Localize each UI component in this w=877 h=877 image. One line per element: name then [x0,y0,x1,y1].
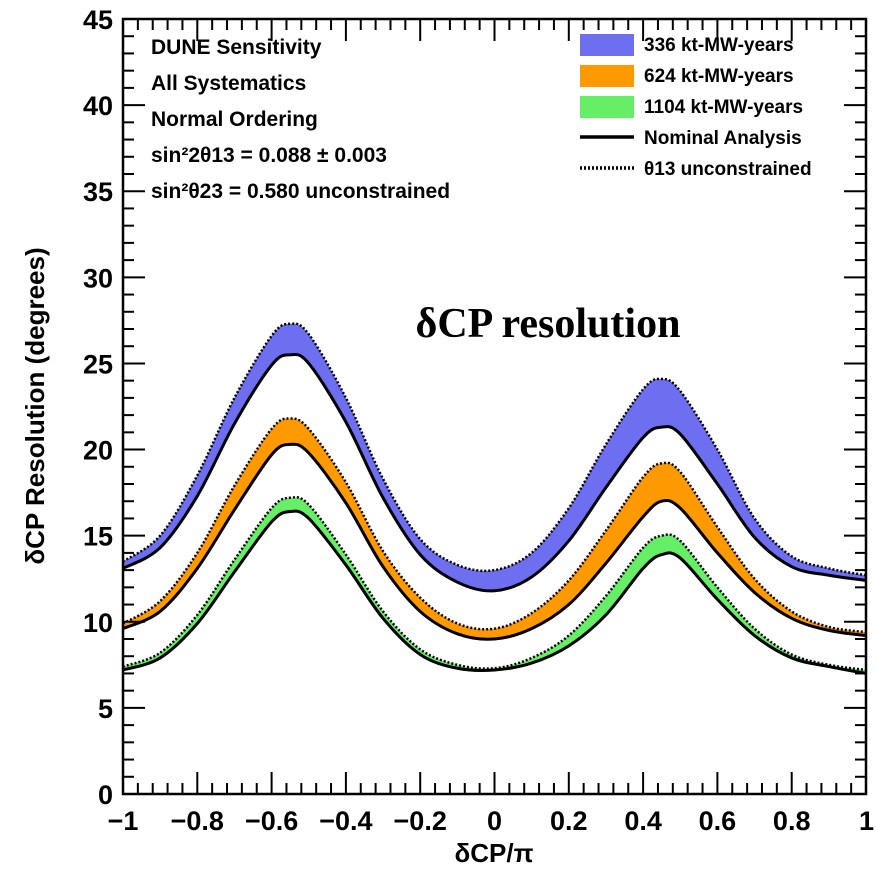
y-tick-label: 5 [98,694,113,724]
y-tick-label: 35 [83,177,113,207]
annotation-line: sin²θ23 = 0.580 unconstrained [151,180,450,203]
annotation-line: sin²2θ13 = 0.088 ± 0.003 [151,144,387,167]
x-tick-label: 1 [859,806,874,836]
axis-ticks [122,18,867,795]
legend-label: θ13 unconstrained [644,159,812,180]
y-tick-label: 45 [83,5,113,35]
y-tick-label: 40 [83,91,113,121]
x-axis-title: δCP/π [454,838,533,868]
x-tick-label: 0.4 [624,806,662,836]
legend-swatch-1 [580,34,634,56]
legend-label: 624 kt-MW-years [644,66,794,87]
legend: 336 kt-MW-years 624 kt-MW-years 1104 kt-MW… [580,34,812,180]
overlay-title: δCP resolution [416,301,681,347]
x-tick-label: −1 [108,806,139,836]
x-tick-label: −0.4 [319,806,372,836]
annotation-line: All Systematics [151,72,306,95]
y-tick-label: 10 [83,608,113,638]
legend-label: Nominal Analysis [644,128,802,149]
x-tick-label: 0 [487,806,502,836]
nominal-curve-3 [122,509,867,675]
legend-label: 336 kt-MW-years [644,35,794,56]
x-tick-label: −0.6 [245,806,298,836]
y-tick-label: 30 [83,263,113,293]
x-tick-label: 0.6 [699,806,737,836]
unconstrained-curve-1 [122,322,867,577]
annotation-line: DUNE Sensitivity [151,36,322,59]
nominal-curve-1 [122,352,867,593]
legend-label: 1104 kt-MW-years [644,97,803,118]
x-tick-labels: −1 −0.8 −0.6 −0.4 −0.2 0 0.2 0.4 0.6 0.8 1 [108,806,874,836]
nominal-curve-2 [122,442,867,641]
annotation-block: DUNE Sensitivity All Systematics Normal Or… [151,36,450,203]
legend-swatch-3 [580,96,634,118]
unconstrained-curve-2 [122,417,867,634]
x-tick-label: 0.8 [773,806,811,836]
band-1 [123,323,866,591]
x-tick-label: −0.2 [394,806,447,836]
legend-swatch-2 [580,65,634,87]
annotation-line: Normal Ordering [151,108,318,131]
resolution-bands [123,323,866,674]
y-tick-label: 0 [98,780,113,810]
y-tick-label: 25 [83,349,113,379]
x-tick-label: 0.2 [550,806,588,836]
x-tick-label: −0.8 [171,806,224,836]
y-tick-label: 20 [83,436,113,466]
y-tick-labels: 0 5 10 15 20 25 30 35 40 45 [83,5,113,810]
y-tick-label: 15 [83,522,113,552]
y-axis-title: δCP Resolution (degrees) [20,247,50,564]
resolution-curves [122,322,867,675]
